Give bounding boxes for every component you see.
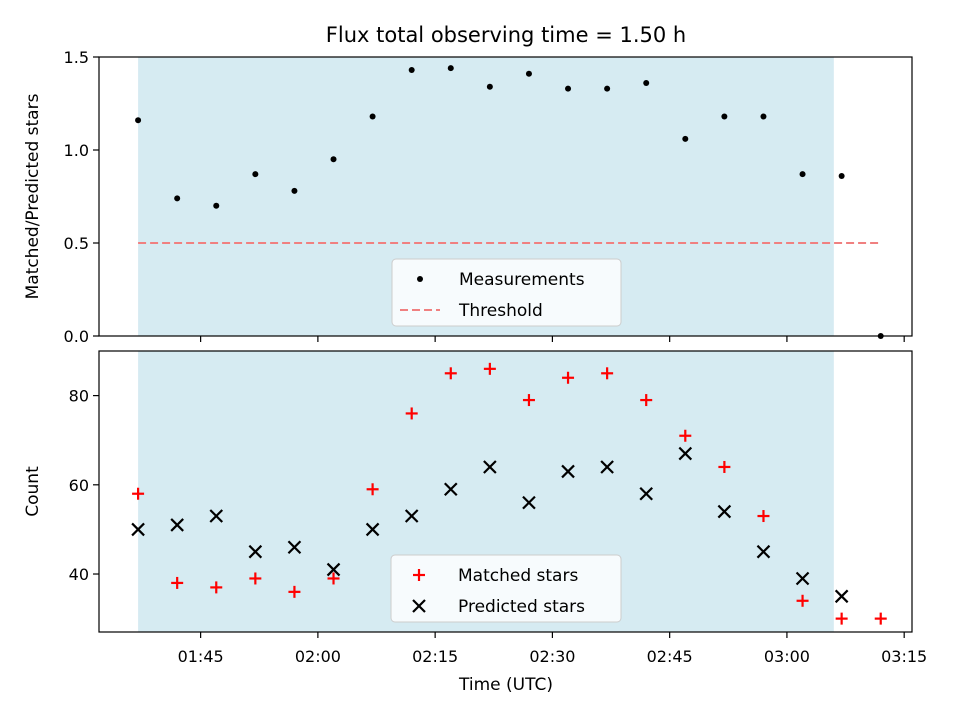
predicted-point [444, 482, 458, 497]
predicted-point [326, 562, 341, 577]
y-axis-label: Matched/Predicted stars [23, 93, 43, 299]
legend: Matched stars Predicted stars [390, 554, 622, 623]
measurement-point [565, 85, 572, 92]
legend-label: Predicted stars [458, 597, 585, 617]
predicted-point [756, 544, 771, 559]
measurement-point [838, 173, 845, 180]
measurement-point [174, 195, 181, 202]
matched-point [640, 394, 653, 407]
predicted-point [404, 509, 419, 523]
measurement-point [604, 85, 611, 92]
matched-point [444, 367, 457, 380]
measurement-point [525, 70, 532, 77]
matched-point [327, 572, 340, 585]
axes-frame [98, 56, 913, 337]
predicted-point [522, 495, 536, 510]
matched-point [405, 407, 418, 420]
matched-point [522, 394, 535, 407]
x-tick-label: 02:30 [529, 647, 575, 666]
legend-box [391, 258, 622, 327]
measurement-point [252, 171, 259, 178]
matched-point [718, 460, 731, 473]
measurement-point [213, 202, 220, 209]
matched-point [132, 487, 145, 500]
x-tick-label: 01:45 [178, 647, 224, 666]
legend-x-icon [412, 599, 426, 613]
measurement-point [135, 117, 142, 124]
measurement-point [408, 67, 415, 74]
measurement-point [643, 80, 650, 87]
bottom-panel: 40 60 80 Count 01:45 02:00 02:15 02:30 02:45 03:0… [23, 350, 927, 695]
matched-point [874, 612, 887, 625]
y-tick-label: 60 [69, 476, 89, 495]
y-tick-label: 0.0 [64, 327, 89, 346]
measurement-point [447, 65, 454, 72]
matched-point [483, 362, 496, 375]
predicted-point [795, 571, 810, 586]
legend-label: Matched stars [458, 566, 578, 586]
measurement-point [799, 171, 806, 178]
legend: Measurements Threshold [391, 258, 622, 327]
matched-point [796, 594, 809, 607]
legend-plus-icon [413, 569, 425, 581]
matched-point [601, 367, 614, 380]
matched-point [366, 483, 379, 496]
predicted-point [170, 518, 184, 532]
measurement-point [330, 156, 337, 163]
matched-point [249, 572, 262, 585]
legend-label: Measurements [459, 270, 585, 290]
y-tick-label: 1.5 [64, 48, 89, 67]
measurement-point [369, 113, 376, 120]
y-tick-label: 0.5 [64, 234, 89, 253]
measurement-point [291, 187, 298, 194]
measurement-point [486, 83, 493, 90]
matched-point [562, 371, 575, 384]
y-tick-label: 40 [69, 565, 89, 584]
legend-label: Threshold [458, 301, 543, 321]
x-tick-label: 02:45 [647, 647, 693, 666]
measurement-point [760, 113, 767, 120]
x-tick-label: 02:00 [295, 647, 341, 666]
x-axis-label: Time (UTC) [458, 675, 553, 695]
measurement-point [682, 135, 689, 142]
x-tick-label: 02:15 [412, 647, 458, 666]
matched-point [288, 585, 301, 598]
matched-point [679, 429, 692, 442]
matched-point [835, 612, 848, 625]
predicted-point [483, 460, 497, 474]
predicted-point [209, 509, 224, 523]
predicted-point [365, 522, 380, 537]
y-tick-label: 1.0 [64, 141, 89, 160]
y-tick-label: 80 [69, 387, 89, 406]
predicted-point [678, 446, 693, 461]
axes-frame [98, 350, 913, 633]
predicted-point [561, 464, 575, 479]
matched-point [171, 576, 184, 589]
matched-point [210, 581, 223, 594]
y-axis-label: Count [23, 466, 43, 517]
predicted-point [600, 460, 614, 474]
predicted-point [639, 486, 653, 501]
predicted-point [717, 504, 732, 519]
predicted-point [834, 589, 849, 604]
legend-box [390, 554, 622, 623]
legend-dot-icon [417, 276, 423, 282]
x-tick-label: 03:00 [764, 647, 810, 666]
matched-point [757, 510, 770, 523]
predicted-point [131, 522, 145, 537]
predicted-point [248, 544, 263, 559]
top-panel: 0.0 0.5 1.0 1.5 Matched/Predicted stars Measu… [23, 48, 913, 346]
x-tick-label: 03:15 [881, 647, 927, 666]
predicted-point [287, 540, 302, 555]
measurement-point [721, 113, 728, 120]
chart-title: Flux total observing time = 1.50 h [326, 23, 686, 47]
